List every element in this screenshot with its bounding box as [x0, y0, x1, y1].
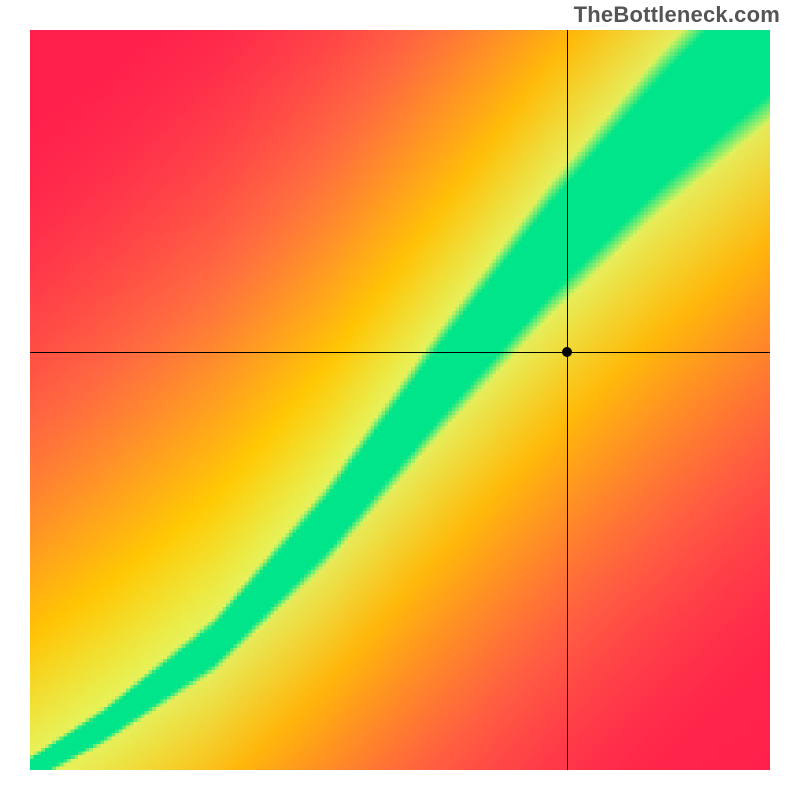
heatmap-canvas: [30, 30, 770, 770]
watermark-label: TheBottleneck.com: [574, 2, 780, 28]
bottleneck-heatmap: [30, 30, 770, 770]
crosshair-horizontal: [30, 352, 770, 353]
crosshair-marker: [562, 347, 572, 357]
crosshair-vertical: [567, 30, 568, 770]
